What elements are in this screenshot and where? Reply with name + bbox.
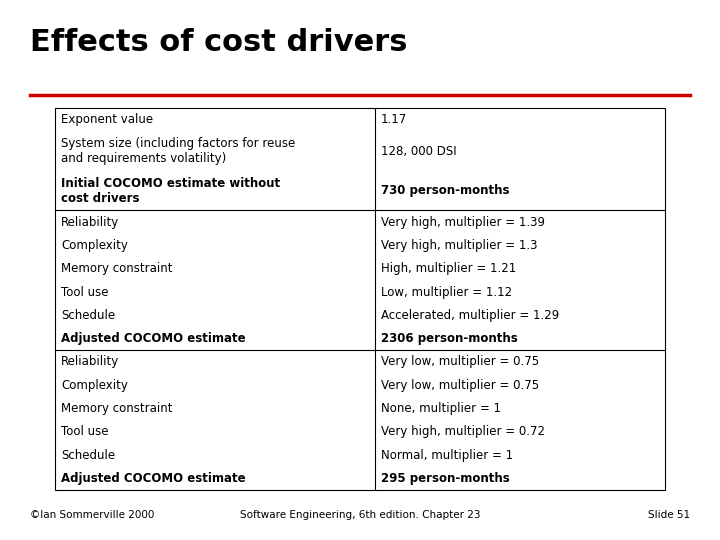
Text: Memory constraint: Memory constraint bbox=[61, 402, 173, 415]
Text: Accelerated, multiplier = 1.29: Accelerated, multiplier = 1.29 bbox=[381, 309, 559, 322]
Text: Schedule: Schedule bbox=[61, 309, 115, 322]
Text: Memory constraint: Memory constraint bbox=[61, 262, 173, 275]
Text: 295 person-months: 295 person-months bbox=[381, 472, 510, 485]
Text: 2306 person-months: 2306 person-months bbox=[381, 332, 518, 345]
Text: Adjusted COCOMO estimate: Adjusted COCOMO estimate bbox=[61, 332, 246, 345]
Text: Tool use: Tool use bbox=[61, 426, 109, 438]
Text: Very high, multiplier = 1.39: Very high, multiplier = 1.39 bbox=[381, 215, 545, 228]
Text: Adjusted COCOMO estimate: Adjusted COCOMO estimate bbox=[61, 472, 246, 485]
Text: System size (including factors for reuse
and requirements volatility): System size (including factors for reuse… bbox=[61, 137, 295, 165]
Text: Reliability: Reliability bbox=[61, 215, 120, 228]
Text: Effects of cost drivers: Effects of cost drivers bbox=[30, 28, 408, 57]
Text: Very low, multiplier = 0.75: Very low, multiplier = 0.75 bbox=[381, 379, 539, 392]
Text: Tool use: Tool use bbox=[61, 286, 109, 299]
Text: Reliability: Reliability bbox=[61, 355, 120, 368]
Text: Schedule: Schedule bbox=[61, 449, 115, 462]
Text: Very high, multiplier = 1.3: Very high, multiplier = 1.3 bbox=[381, 239, 538, 252]
Text: Normal, multiplier = 1: Normal, multiplier = 1 bbox=[381, 449, 513, 462]
Text: Very high, multiplier = 0.72: Very high, multiplier = 0.72 bbox=[381, 426, 545, 438]
Text: High, multiplier = 1.21: High, multiplier = 1.21 bbox=[381, 262, 516, 275]
Text: ©Ian Sommerville 2000: ©Ian Sommerville 2000 bbox=[30, 510, 154, 520]
Text: Very low, multiplier = 0.75: Very low, multiplier = 0.75 bbox=[381, 355, 539, 368]
Text: 730 person-months: 730 person-months bbox=[381, 184, 510, 197]
Text: 128, 000 DSI: 128, 000 DSI bbox=[381, 145, 456, 158]
Text: Software Engineering, 6th edition. Chapter 23: Software Engineering, 6th edition. Chapt… bbox=[240, 510, 480, 520]
Text: Complexity: Complexity bbox=[61, 379, 128, 392]
Text: None, multiplier = 1: None, multiplier = 1 bbox=[381, 402, 501, 415]
Text: Initial COCOMO estimate without
cost drivers: Initial COCOMO estimate without cost dri… bbox=[61, 177, 280, 205]
Text: Exponent value: Exponent value bbox=[61, 113, 153, 126]
Text: Low, multiplier = 1.12: Low, multiplier = 1.12 bbox=[381, 286, 512, 299]
Text: Slide 51: Slide 51 bbox=[648, 510, 690, 520]
Text: 1.17: 1.17 bbox=[381, 113, 408, 126]
Bar bbox=[55, 108, 665, 490]
Text: Complexity: Complexity bbox=[61, 239, 128, 252]
